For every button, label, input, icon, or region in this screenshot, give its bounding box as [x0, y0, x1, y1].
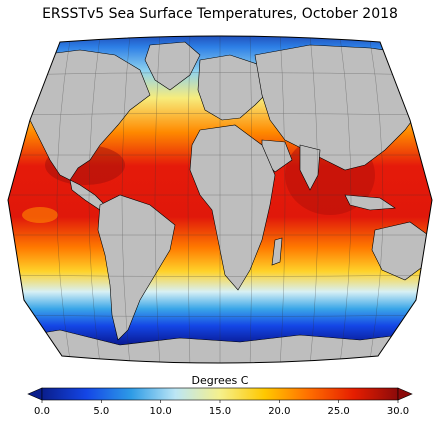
colorbar: 0.0 5.0 10.0 15.0 20.0 25.0 30.0	[27, 387, 413, 417]
colorbar-bar	[41, 387, 399, 401]
map-title: ERSSTv5 Sea Surface Temperatures, Octobe…	[42, 6, 398, 22]
colorbar-tick-label: 10.0	[150, 406, 172, 417]
graticule	[8, 36, 432, 363]
india	[299, 144, 321, 191]
colorbar-tick-label: 30.0	[387, 406, 409, 417]
colorbar-ticks: 0.0 5.0 10.0 15.0 20.0 25.0 30.0	[34, 400, 409, 417]
australia	[371, 221, 429, 281]
colorbar-tick-label: 0.0	[34, 406, 50, 417]
colorbar-tick-label: 20.0	[268, 406, 290, 417]
colorbar-tick-label: 15.0	[209, 406, 231, 417]
colorbar-extend-low	[27, 387, 43, 401]
globe-outline	[7, 35, 433, 364]
south-america	[97, 194, 176, 341]
sst-map	[7, 35, 433, 364]
colorbar-label: Degrees C	[191, 374, 249, 387]
madagascar	[271, 237, 283, 266]
colorbar-extend-high	[397, 387, 413, 401]
colorbar-tick-label: 5.0	[93, 406, 109, 417]
indonesia	[344, 194, 396, 211]
colorbar-tick-label: 25.0	[328, 406, 350, 417]
europe	[197, 54, 271, 121]
cold-tongue-pacific	[22, 207, 58, 223]
